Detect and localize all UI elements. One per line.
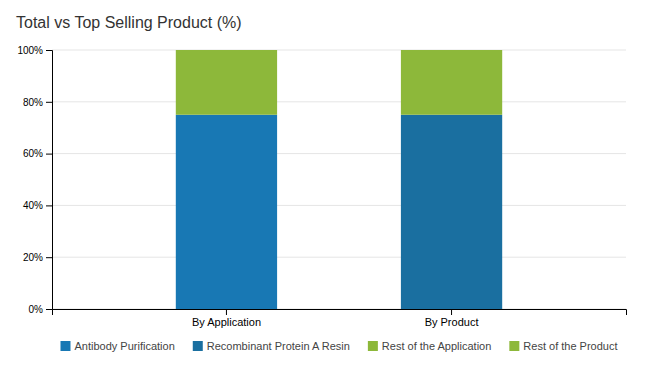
grid-line [52,205,626,206]
legend-item: Rest of the Product [509,340,617,352]
x-tick: By Product [425,309,479,328]
y-tick: 80% [23,97,52,108]
bars [176,50,502,309]
x-tick-label: By Product [425,316,479,328]
y-tick: 60% [23,148,52,159]
plot: 0% 20% 40% 60% 80% 100% By Application By Produ… [17,45,626,328]
x-axis-line [53,310,627,316]
y-tick-label: 0% [29,304,44,315]
x-tick: By Application [192,309,261,328]
bar [176,50,277,115]
y-tick-label: 100% [17,45,43,56]
legend-label: Antibody Purification [74,340,174,352]
x-tick-label: By Application [192,316,261,328]
x-axis: By Application By Product [53,309,627,328]
legend-swatch [509,341,519,351]
y-tick-label: 60% [23,148,43,159]
legend-item: Rest of the Application [368,340,491,352]
legend-label: Rest of the Product [523,340,617,352]
y-tick: 0% [29,304,52,315]
bar [176,115,277,309]
title: Total vs Top Selling Product (%) [16,14,242,31]
legend-swatch [193,341,203,351]
y-tick-label: 40% [23,200,43,211]
y-tick-mark [46,257,52,258]
y-tick-label: 20% [23,252,43,263]
y-axis-line [46,51,53,310]
y-axis: 0% 20% 40% 60% 80% 100% [17,45,52,315]
y-tick-mark [46,205,52,206]
x-tick-mark [226,309,227,315]
grid [52,50,626,309]
bar [401,115,502,309]
legend-item: Recombinant Protein A Resin [193,340,350,352]
legend: Antibody Purification Recombinant Protein… [60,340,617,352]
y-tick-mark [46,102,52,103]
grid-line [52,153,626,154]
y-tick-mark [46,154,52,155]
grid-line [52,257,626,258]
legend-item: Antibody Purification [60,340,174,352]
y-tick-label: 80% [23,97,43,108]
grid-line [52,50,626,51]
y-tick-mark [46,50,52,51]
legend-label: Rest of the Application [382,340,491,352]
legend-swatch [60,341,70,351]
chart: Total vs Top Selling Product (%) Antibody… [0,0,650,365]
y-tick: 20% [23,252,52,263]
legend-label: Recombinant Protein A Resin [207,340,350,352]
y-tick: 40% [23,200,52,211]
y-tick: 100% [17,45,52,56]
x-tick-mark [451,309,452,315]
bar [401,50,502,115]
legend-swatch [368,341,378,351]
y-tick-mark [46,309,52,310]
grid-line [52,101,626,102]
